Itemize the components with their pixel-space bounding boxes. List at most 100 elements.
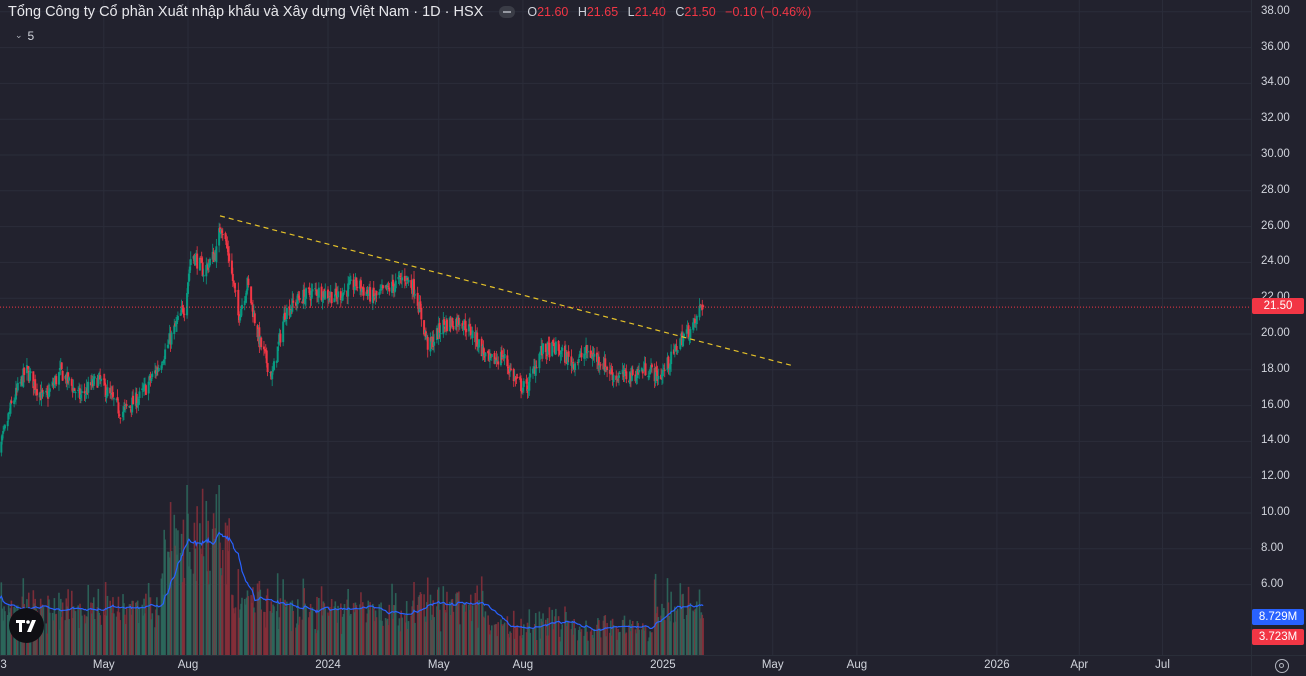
volume-bar: [458, 624, 461, 655]
volume-bar: [641, 629, 643, 655]
volume-bar: [534, 613, 537, 655]
candle-body: [342, 292, 345, 295]
volume-bar: [546, 618, 549, 655]
price-tick-label: 28.00: [1261, 183, 1290, 196]
candle-body: [488, 354, 491, 361]
volume-bar: [131, 600, 133, 655]
volume-bar: [650, 632, 652, 655]
volume-bar: [199, 523, 201, 655]
candle-body: [330, 291, 333, 304]
volume-bar: [193, 522, 196, 655]
volume-bar: [77, 605, 79, 655]
volume-bar: [681, 594, 683, 655]
volume-bar: [66, 606, 69, 655]
candle-body: [567, 351, 570, 357]
volume-bar: [589, 631, 592, 655]
volume-bar: [464, 611, 467, 655]
candle-body: [221, 234, 224, 236]
candle-body: [303, 289, 306, 304]
volume-bar: [398, 618, 401, 655]
volume-bar: [175, 528, 177, 655]
volume-bar: [245, 597, 248, 655]
candle-body: [289, 309, 292, 317]
indicators-toggle-button[interactable]: ⌄ 5: [9, 27, 40, 44]
volume-bar: [625, 632, 628, 655]
time-tick-label: Aug: [846, 659, 868, 671]
volume-bar: [411, 606, 413, 655]
volume-bar: [340, 633, 343, 655]
gear-icon[interactable]: [1275, 659, 1289, 673]
volume-bar: [179, 552, 182, 655]
volume-bar: [425, 621, 427, 655]
volume-bar: [548, 607, 551, 655]
volume-bar: [523, 624, 525, 655]
volume-bar: [186, 485, 188, 655]
volume-bar: [692, 610, 694, 655]
volume-bar: [350, 613, 352, 655]
volume-bar: [70, 590, 73, 655]
chart-header: Tổng Công ty Cổ phần Xuất nhập khẩu và X…: [8, 3, 811, 21]
volume-bar: [450, 599, 453, 655]
volume-bar: [195, 580, 198, 655]
candle-body: [425, 335, 428, 339]
volume-bar: [373, 621, 376, 655]
volume-bar: [98, 612, 101, 655]
volume-bar: [72, 606, 75, 655]
volume-bar: [539, 638, 542, 655]
volume-bar: [688, 608, 691, 655]
candle-body: [521, 387, 524, 391]
time-tick-label: May: [427, 659, 450, 671]
candle-body: [227, 246, 230, 256]
volume-bar: [361, 607, 363, 655]
volume-bar: [296, 623, 298, 655]
candle-body: [143, 383, 146, 385]
candle-body: [615, 375, 618, 380]
volume-bar: [418, 595, 421, 655]
volume-bar: [86, 616, 89, 655]
visibility-icon[interactable]: [499, 6, 516, 18]
volume-bar: [238, 617, 241, 655]
volume-bar: [162, 594, 165, 655]
volume-bar: [143, 598, 145, 655]
candle-body: [240, 304, 243, 309]
volume-bar: [501, 624, 503, 655]
candle-body: [220, 230, 223, 233]
candle-body: [277, 341, 280, 345]
volume-bar: [282, 579, 284, 655]
volume-bar: [90, 602, 92, 655]
volume-bar: [384, 617, 387, 655]
candle-body: [606, 366, 609, 371]
candle-body: [245, 290, 248, 296]
candle-body: [251, 302, 254, 304]
price-tick-label: 18.00: [1261, 362, 1290, 375]
candle-body: [206, 263, 209, 265]
candle-body: [260, 337, 263, 348]
volume-bar: [680, 608, 683, 655]
volume-bar: [554, 616, 556, 655]
candle-body: [294, 302, 297, 306]
candle-body: [360, 288, 363, 293]
price-tick-label: 26.00: [1261, 219, 1290, 232]
volume-bar: [596, 624, 598, 655]
tradingview-logo[interactable]: [9, 608, 44, 643]
volume-bar: [495, 624, 498, 655]
time-tick-label: 2026: [984, 659, 1010, 671]
volume-bar: [487, 615, 489, 655]
volume-bar: [252, 587, 254, 655]
symbol-title[interactable]: Tổng Công ty Cổ phần Xuất nhập khẩu và X…: [8, 4, 484, 20]
volume-bar: [251, 602, 253, 655]
volume-bar: [87, 584, 90, 655]
candle-body: [305, 288, 308, 299]
volume-bar: [598, 628, 601, 655]
candle-body: [618, 373, 621, 375]
candle-body: [316, 290, 319, 296]
time-tick-label: 2023: [0, 659, 7, 671]
candle-body: [122, 411, 125, 418]
volume-bar: [259, 589, 262, 655]
candle-body: [28, 372, 31, 382]
candle-body: [347, 283, 350, 297]
volume-bar: [452, 611, 455, 655]
volume-bar: [96, 607, 99, 655]
candle-body: [355, 277, 358, 287]
